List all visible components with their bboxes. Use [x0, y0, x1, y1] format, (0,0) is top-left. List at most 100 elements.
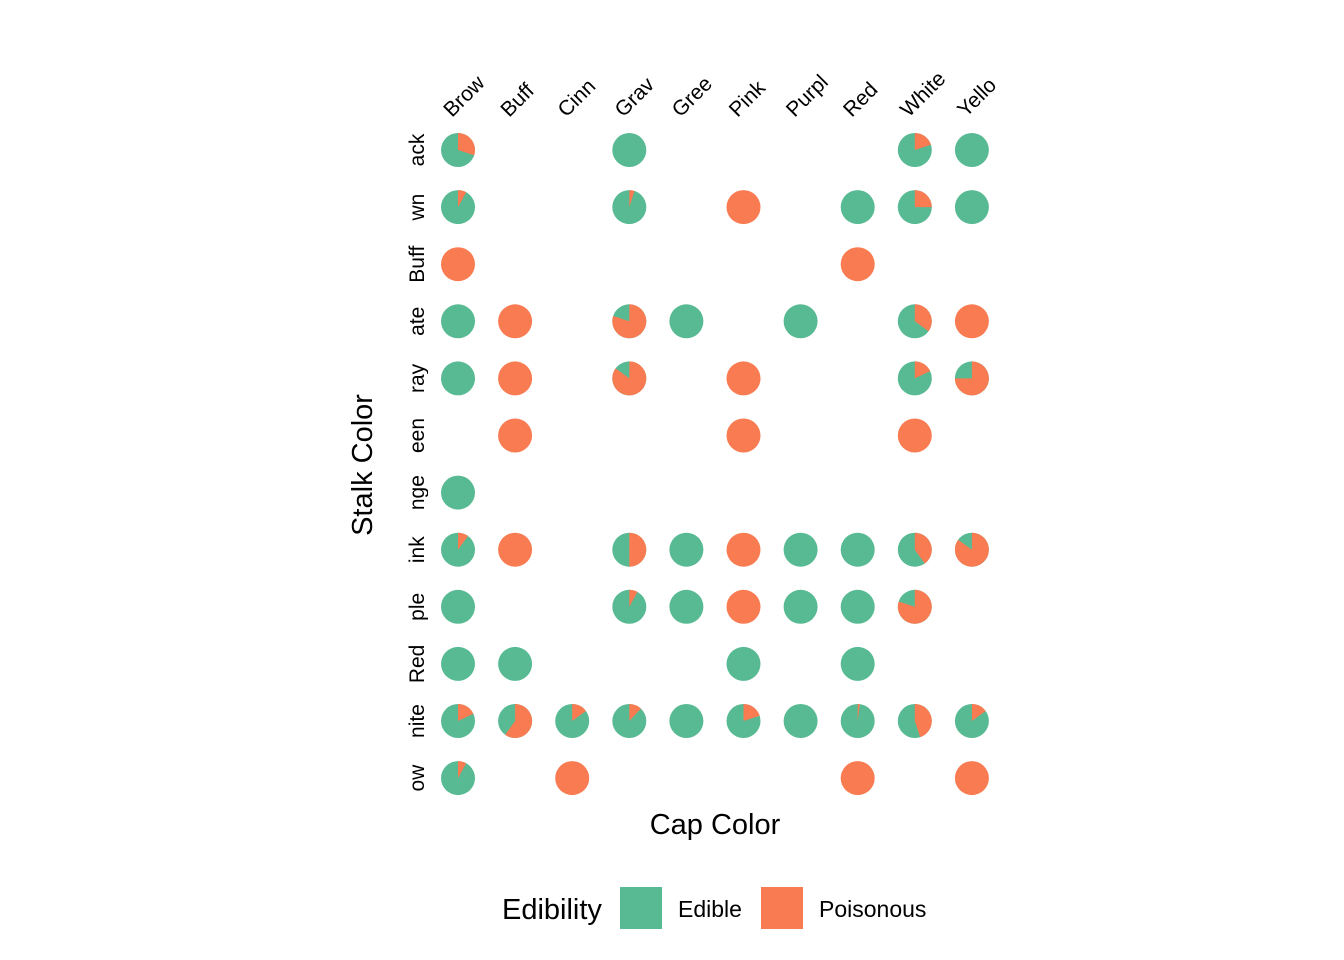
pie-red-yellow — [840, 761, 875, 796]
pie-slice-edible — [441, 475, 475, 510]
pie-slice-poisonous — [441, 247, 475, 282]
pie-slice-edible — [441, 304, 475, 339]
pie-slice-poisonous — [954, 532, 989, 567]
legend: Edibility Edible Poisonous — [502, 887, 926, 929]
y-tick-label: Buff — [406, 246, 429, 283]
pie-slice-poisonous — [458, 704, 474, 721]
pie-yellow-white — [954, 704, 989, 738]
pie-slice-poisonous — [971, 704, 986, 721]
y-tick-label: ack — [406, 133, 429, 166]
pie-slice-poisonous — [612, 304, 647, 339]
pie-brown-buff — [441, 247, 475, 282]
x-tick-label: Purpl — [782, 71, 833, 122]
pie-brown-black — [441, 133, 476, 167]
pie-slice-edible — [783, 589, 818, 624]
y-axis-ticks: ack wn Buff ate ray een nge ink ple Red nite ow — [406, 133, 429, 792]
pie-slice-poisonous — [954, 361, 989, 396]
pie-slice-poisonous — [726, 361, 761, 396]
pie-red-pink — [840, 532, 875, 567]
pie-grid — [441, 133, 989, 796]
pie-buff-chocolate — [498, 304, 533, 339]
pie-gray-purple — [612, 589, 647, 624]
pie-buff-pink — [498, 532, 533, 567]
pie-red-buff — [840, 247, 875, 282]
pie-slice-edible — [669, 532, 704, 567]
pie-slice-poisonous — [629, 704, 641, 721]
legend-swatch-poisonous — [761, 887, 803, 929]
pie-brown-yellow — [441, 761, 475, 796]
pie-slice-edible — [612, 133, 647, 167]
pie-purple-pink — [783, 532, 818, 567]
pie-slice-edible — [669, 304, 704, 339]
pie-slice-poisonous — [840, 761, 875, 796]
y-tick-label: Red — [406, 645, 429, 684]
pie-slice-edible — [840, 646, 875, 681]
pie-yellow-black — [954, 133, 989, 167]
pie-red-white — [840, 704, 875, 738]
pie-red-brown — [840, 190, 875, 225]
pie-purple-white — [783, 704, 818, 738]
y-tick-label: een — [406, 418, 429, 453]
pie-yellow-yellow — [954, 761, 989, 796]
pie-slice-poisonous — [629, 532, 647, 567]
pie-yellow-chocolate — [954, 304, 989, 339]
y-tick-label: ow — [406, 764, 429, 792]
pie-white-chocolate — [897, 304, 932, 339]
x-axis-title: Cap Color — [650, 809, 781, 841]
pie-slice-edible — [954, 190, 989, 225]
y-tick-label: ate — [406, 307, 429, 336]
pie-red-purple — [840, 589, 875, 624]
pie-slice-poisonous — [498, 418, 533, 453]
pie-red-red — [840, 646, 875, 681]
pie-brown-brown — [441, 190, 475, 225]
y-tick-label: ink — [406, 536, 429, 563]
pie-slice-poisonous — [897, 418, 932, 453]
pie-pink-white — [726, 703, 761, 738]
pie-white-black — [897, 133, 932, 167]
pie-white-pink — [897, 532, 932, 567]
pie-slice-poisonous — [458, 133, 476, 156]
pie-slice-poisonous — [458, 761, 467, 779]
y-tick-label: nge — [406, 475, 429, 510]
x-tick-label: Yello — [953, 74, 1001, 122]
x-tick-label: Gree — [668, 72, 717, 121]
pie-slice-poisonous — [498, 532, 533, 567]
pie-gray-pink — [612, 532, 647, 567]
pie-pink-red — [726, 646, 761, 681]
pie-gray-gray — [612, 361, 647, 396]
pie-slice-poisonous — [897, 589, 932, 624]
pie-slice-poisonous — [914, 704, 932, 738]
pie-cinnamon-yellow — [555, 761, 590, 796]
pie-buff-red — [498, 646, 533, 681]
pie-gray-white — [612, 704, 647, 738]
pie-slice-edible — [954, 133, 989, 167]
pie-slice-edible — [783, 532, 818, 567]
pie-green-pink — [669, 532, 704, 567]
pie-slice-poisonous — [458, 532, 468, 550]
pie-slice-poisonous — [726, 589, 761, 624]
pie-brown-red — [441, 646, 475, 681]
pie-yellow-pink — [954, 532, 989, 567]
pie-slice-edible — [783, 304, 818, 339]
pie-buff-green — [498, 418, 533, 453]
pie-slice-poisonous — [498, 304, 533, 339]
pie-cinnamon-white — [555, 704, 590, 738]
x-tick-label: Grav — [611, 73, 660, 122]
pie-yellow-brown — [954, 190, 989, 225]
pie-purple-chocolate — [783, 304, 818, 339]
pie-pink-gray — [726, 361, 761, 396]
pie-slice-poisonous — [914, 190, 932, 208]
x-tick-label: Brow — [439, 71, 490, 122]
pie-white-brown — [897, 190, 932, 225]
x-axis-ticks: Brow Buff Cinn Grav Gree Pink Purpl Red White Yel… — [439, 67, 1001, 121]
pie-pink-green — [726, 418, 761, 453]
pie-slice-poisonous — [726, 532, 761, 567]
legend-title: Edibility — [502, 894, 602, 926]
pie-slice-poisonous — [954, 304, 989, 339]
pie-gray-black — [612, 133, 647, 167]
x-tick-label: Buff — [496, 79, 539, 122]
pie-slice-poisonous — [914, 361, 931, 379]
legend-swatch-edible — [620, 887, 662, 929]
pie-slice-poisonous — [629, 589, 638, 607]
pie-pink-purple — [726, 589, 761, 624]
